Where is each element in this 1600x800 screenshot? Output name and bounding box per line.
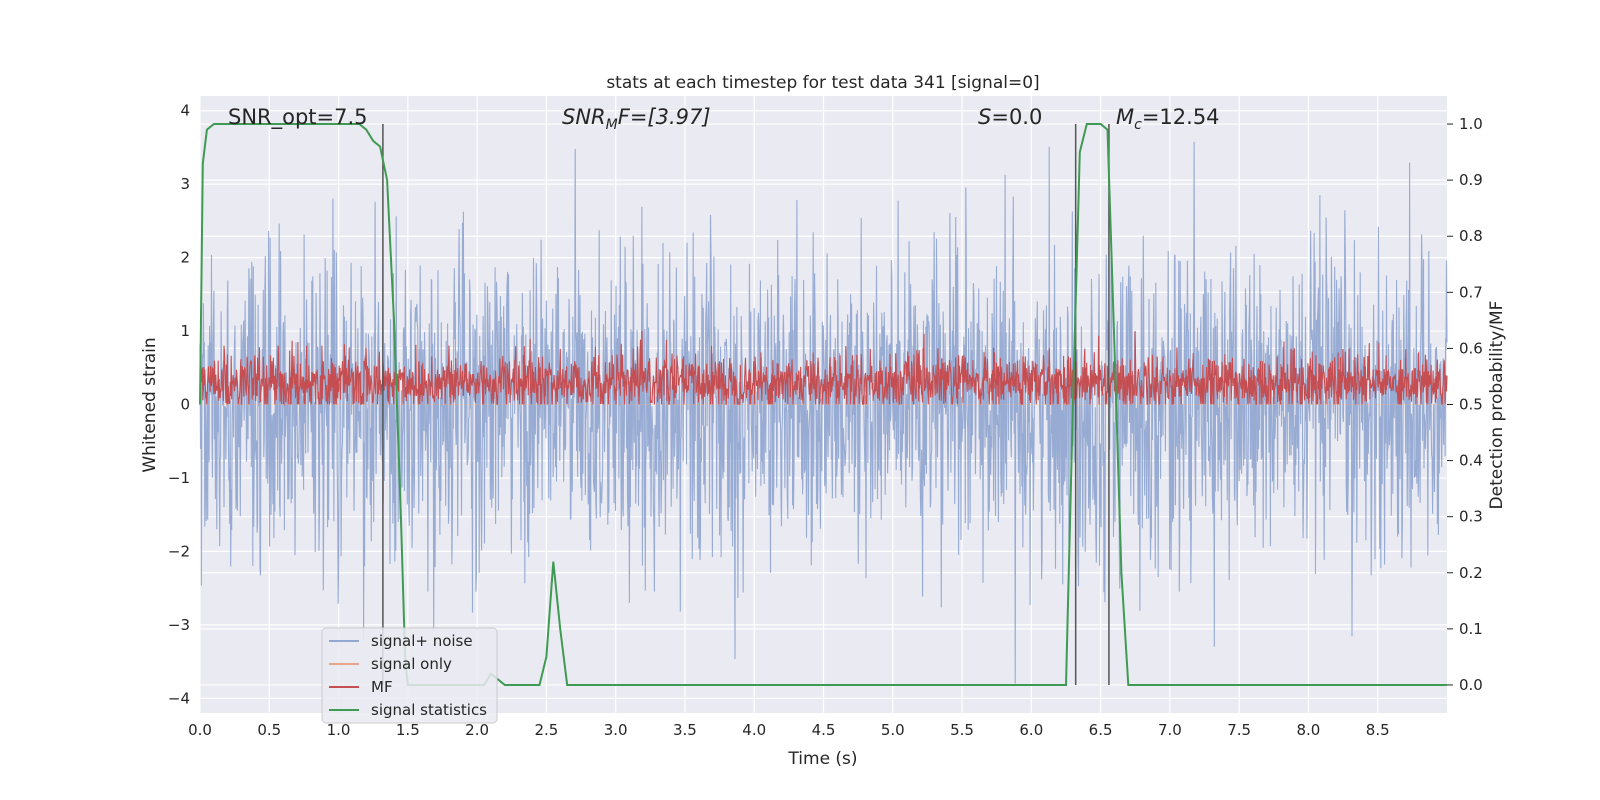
x-tick-label: 3.5 — [673, 721, 697, 739]
y-right-tick-label: 0.3 — [1459, 508, 1483, 526]
y-right-tick-label: 0.0 — [1459, 676, 1483, 694]
legend: signal+ noise signal only MF signal stat… — [321, 627, 498, 724]
y-left-tick-label: 3 — [180, 175, 190, 193]
annotation-snr-mf: SNRMF=[3.97] — [562, 105, 711, 133]
y-left-tick-label: 1 — [180, 322, 190, 340]
x-tick-label: 6.0 — [1019, 721, 1043, 739]
x-tick-label: 6.5 — [1089, 721, 1113, 739]
y-left-axis-label: Whitened strain — [140, 337, 160, 472]
noise-line — [199, 141, 1448, 684]
x-axis-ticks: 0.0 0.5 1.0 1.5 2.0 2.5 3.0 3.5 4.0 4.5 5.0 5.5 6.0 6… — [188, 721, 1390, 739]
y-right-tick-label: 0.4 — [1459, 452, 1483, 470]
y-right-tick-label: 0.8 — [1459, 227, 1483, 245]
annotation-snr-mf-main: SNR — [562, 105, 606, 129]
y-right-tick-label: 0.2 — [1459, 564, 1483, 582]
y-left-tick-label: −2 — [168, 542, 190, 560]
grid — [199, 96, 1447, 713]
x-tick-label: 7.5 — [1227, 721, 1251, 739]
annotation-mc-var: M — [1116, 105, 1134, 129]
series-mf — [199, 330, 1448, 407]
y-right-tick-label: 0.6 — [1459, 339, 1483, 357]
x-tick-label: 1.0 — [327, 721, 351, 739]
y-left-tick-label: −4 — [168, 689, 190, 707]
y-right-axis-label: Detection probability/MF — [1487, 301, 1507, 510]
x-tick-label: 2.0 — [465, 721, 489, 739]
y-left-tick-label: −3 — [168, 616, 190, 634]
y-left-axis-ticks: −4 −3 −2 −1 0 1 2 3 4 — [168, 102, 190, 708]
x-tick-label: 5.5 — [950, 721, 974, 739]
y-right-tick-label: 1.0 — [1459, 115, 1483, 133]
series-signal-statistics — [199, 123, 1447, 686]
x-tick-label: 5.0 — [881, 721, 905, 739]
x-tick-label: 7.0 — [1158, 721, 1182, 739]
x-tick-label: 4.5 — [812, 721, 836, 739]
chart-title: stats at each timestep for test data 341… — [606, 73, 1039, 93]
signal-statistics-line — [199, 123, 1447, 686]
vertical-markers — [382, 124, 1110, 685]
y-left-tick-label: −1 — [168, 469, 190, 487]
x-tick-label: 0.5 — [257, 721, 281, 739]
annotation-s-var: S — [978, 105, 991, 129]
y-right-axis-ticks: 0.0 0.1 0.2 0.3 0.4 0.5 0.6 0.7 0.8 0.9 1.0 — [1447, 115, 1483, 694]
annotation-s-rest: =0.0 — [991, 105, 1042, 129]
plot-area — [199, 123, 1448, 686]
y-right-tick-label: 0.9 — [1459, 171, 1483, 189]
x-tick-label: 2.5 — [534, 721, 558, 739]
legend-label-signal-statistics: signal statistics — [371, 701, 487, 719]
annotation-snr-mf-rest: F=[3.97] — [618, 105, 711, 129]
legend-label-noise: signal+ noise — [371, 632, 473, 650]
x-axis-label: Time (s) — [787, 749, 857, 769]
x-tick-label: 8.5 — [1366, 721, 1390, 739]
mf-line — [199, 330, 1448, 407]
legend-label-mf: MF — [371, 678, 393, 696]
legend-label-signal-only: signal only — [371, 655, 452, 673]
series-signal-noise — [199, 141, 1448, 684]
annotation-snr-mf-sub: M — [606, 117, 618, 133]
annotation-snr-opt: SNR_opt=7.5 — [228, 105, 368, 130]
x-tick-label: 1.5 — [396, 721, 420, 739]
annotation-mc: Mc=12.54 — [1116, 105, 1220, 133]
y-left-tick-label: 2 — [180, 249, 190, 267]
x-tick-label: 4.0 — [742, 721, 766, 739]
y-left-tick-label: 4 — [180, 102, 190, 120]
x-tick-label: 8.0 — [1297, 721, 1321, 739]
x-tick-label: 0.0 — [188, 721, 212, 739]
annotation-s: S=0.0 — [978, 105, 1042, 129]
y-right-tick-label: 0.5 — [1459, 396, 1483, 414]
annotation-mc-rest: =12.54 — [1142, 105, 1220, 129]
x-tick-label: 3.0 — [604, 721, 628, 739]
legend-box — [321, 627, 498, 724]
y-right-tick-label: 0.1 — [1459, 620, 1483, 638]
y-right-tick-label: 0.7 — [1459, 283, 1483, 301]
annotation-mc-sub: c — [1134, 117, 1142, 133]
y-left-tick-label: 0 — [180, 396, 190, 414]
